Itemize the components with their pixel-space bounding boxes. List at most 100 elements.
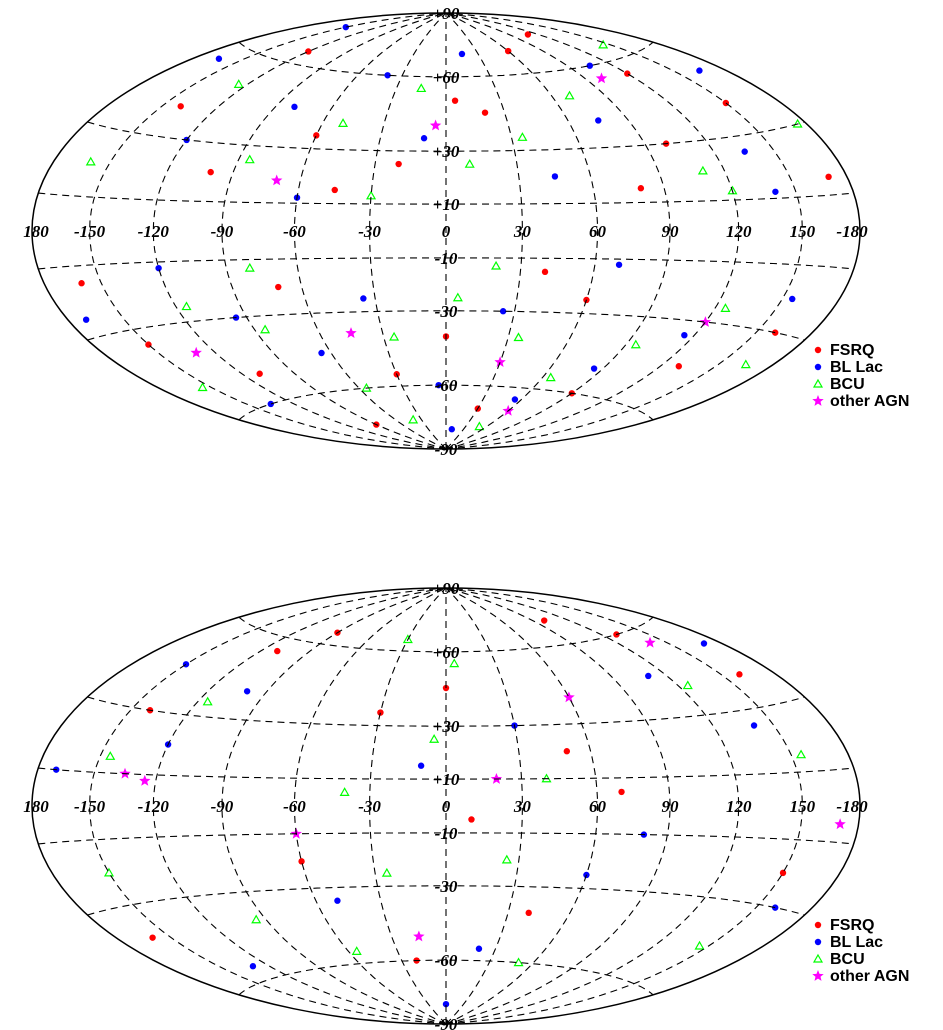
- fsrq-point: [313, 132, 320, 139]
- bl-lac-point: [442, 1000, 450, 1008]
- bcu-point: [452, 292, 463, 302]
- fsrq-point: [298, 858, 305, 865]
- bl-lac-point: [772, 904, 779, 911]
- bl-lac-point: [551, 173, 559, 180]
- legend-bcu-label: BCU: [830, 951, 865, 968]
- bcu-point: [197, 382, 208, 392]
- fsrq-point: [524, 31, 532, 38]
- longitude-tick-label: 90: [662, 222, 680, 241]
- bcu-point: [474, 421, 485, 431]
- longitude-line: [89, 12, 447, 450]
- fsrq-point: [825, 173, 832, 181]
- bcu-point: [727, 185, 738, 195]
- bcu-point: [513, 332, 524, 342]
- bl-lac-point: [586, 62, 593, 69]
- bl-lac-point: [267, 400, 274, 408]
- other-agn-point: [190, 346, 202, 358]
- legend-bcu-label: BCU: [830, 376, 865, 393]
- longitude-line: [445, 12, 671, 450]
- bl-lac-point: [750, 722, 758, 729]
- legend-other-agn-marker: [812, 395, 824, 406]
- bcu-point: [694, 940, 705, 950]
- other-agn-point: [494, 356, 506, 367]
- longitude-tick-label: -60: [283, 797, 306, 816]
- bl-lac-point: [215, 55, 223, 62]
- fsrq-point: [541, 617, 548, 624]
- longitude-line: [445, 587, 740, 1025]
- longitude-tick-label: 30: [513, 797, 532, 816]
- other-agn-point: [271, 174, 283, 186]
- bl-lac-point: [645, 672, 652, 680]
- longitude-tick-label: -150: [74, 797, 106, 816]
- other-agn-point: [429, 119, 442, 131]
- other-agn-point: [595, 72, 608, 84]
- longitude-line: [152, 12, 447, 450]
- bcu-point: [85, 156, 96, 166]
- fsrq-point: [468, 816, 475, 823]
- latitude-tick-label: -90: [435, 1015, 458, 1030]
- other-agn-point: [345, 327, 357, 338]
- longitude-tick-label: 150: [790, 222, 816, 241]
- tick-labels: 180 150 120 90 60 30 0 -30 -60 -90 -120 -150 -180 +90…: [23, 579, 868, 1030]
- bcu-point: [796, 749, 807, 759]
- map-boundary: [31, 12, 861, 450]
- longitude-tick-label: -60: [283, 222, 306, 241]
- longitude-tick-label: -30: [358, 797, 381, 816]
- latitude-line: [238, 41, 654, 78]
- fsrq-point: [779, 869, 787, 877]
- bl-lac-point: [511, 396, 519, 403]
- bottom-panel: 180 150 120 90 60 30 0 -30 -60 -90 -120 -150 -180 +90…: [23, 579, 909, 1030]
- latitude-tick-label: +90: [433, 4, 460, 23]
- bcu-point: [792, 118, 803, 128]
- fsrq-point: [395, 160, 402, 168]
- longitude-tick-label: 120: [726, 222, 752, 241]
- bl-lac-point: [360, 295, 367, 302]
- longitude-tick-label: 0: [442, 797, 451, 816]
- fsrq-point: [305, 48, 312, 55]
- fsrq-point: [675, 363, 683, 370]
- bl-lac-point: [249, 963, 257, 970]
- bcu-point: [244, 154, 255, 164]
- fsrq-point: [772, 329, 779, 336]
- latitude-tick-label: -10: [435, 249, 458, 268]
- fsrq-point: [377, 709, 384, 716]
- longitude-tick-label: 90: [662, 797, 680, 816]
- bcu-point: [491, 260, 502, 270]
- legend-bl-lac-label: BL Lac: [830, 934, 883, 951]
- latitude-tick-label: +10: [433, 195, 460, 214]
- latitude-tick-label: -60: [435, 376, 458, 395]
- bcu-point: [449, 658, 460, 668]
- longitude-line: [152, 587, 447, 1025]
- fsrq-point: [451, 97, 459, 104]
- fsrq-point: [256, 370, 263, 377]
- latitude-tick-label: +90: [433, 579, 460, 598]
- other-agn-point: [834, 818, 846, 830]
- fsrq-point: [442, 684, 450, 692]
- bcu-point: [181, 301, 192, 311]
- longitude-tick-label: 180: [23, 222, 49, 241]
- legend-bl-lac-marker: [814, 938, 822, 946]
- latitude-tick-label: +10: [433, 770, 460, 789]
- legend-bl-lac-marker: [814, 363, 822, 371]
- longitude-tick-label: -120: [138, 222, 170, 241]
- longitude-tick-label: -90: [211, 222, 234, 241]
- bl-lac-point: [458, 50, 466, 58]
- bcu-point: [517, 132, 528, 141]
- latitude-tick-label: -30: [435, 302, 458, 321]
- fsrq-point: [525, 909, 532, 917]
- longitude-line: [369, 587, 447, 1025]
- bl-lac-point: [420, 135, 428, 142]
- bcu-point: [598, 39, 609, 49]
- fsrq-point: [177, 103, 184, 110]
- legend-bl-lac-label: BL Lac: [830, 359, 883, 376]
- bl-lac-point: [741, 148, 748, 155]
- bl-lac-point: [291, 103, 298, 111]
- longitude-line: [445, 12, 523, 450]
- bcu-point: [630, 339, 641, 349]
- latitude-tick-label: -90: [435, 440, 458, 459]
- longitude-tick-label: -180: [836, 222, 868, 241]
- fsrq-point: [78, 280, 85, 287]
- bcu-point: [251, 914, 262, 924]
